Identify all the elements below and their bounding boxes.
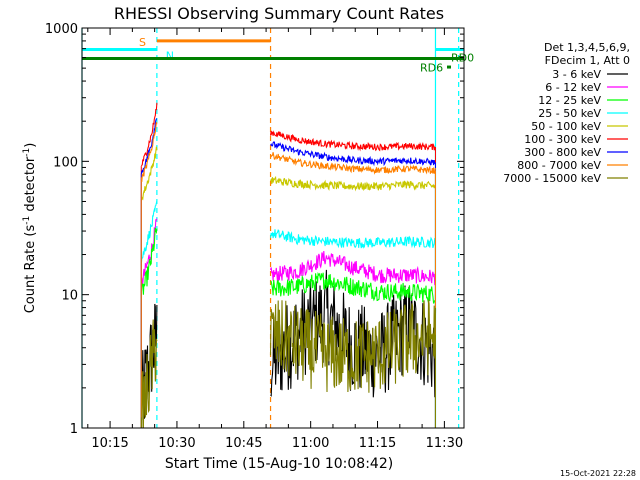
x-tick-label: 11:15 [359, 436, 396, 451]
legend-label: 12 - 25 keV [538, 94, 601, 107]
series-line-rise [141, 319, 158, 429]
flag-marker [447, 65, 451, 69]
y-axis-label-main: Count Rate (s [23, 225, 38, 314]
legend-label: 25 - 50 keV [538, 107, 601, 120]
y-tick-label: 1000 [45, 22, 78, 37]
legend-label: 100 - 300 keV [524, 133, 601, 146]
y-axis-label-mid: detector [23, 156, 38, 216]
series-line-rise [140, 218, 158, 288]
legend-title-line-2: FDecim 1, Att 0 [545, 54, 630, 67]
series-line-rise [140, 122, 158, 182]
flag-label: N [166, 49, 174, 62]
series-line-main [269, 250, 437, 286]
y-axis-label: Count Rate (s-1 detector-1) [22, 143, 38, 314]
flag-label-rd6: RD6 [420, 62, 443, 75]
series-line-rise [140, 146, 158, 202]
series-line-main [269, 152, 437, 175]
plot-frame [81, 27, 465, 429]
legend-label: 6 - 12 keV [545, 81, 601, 94]
series-line-main [270, 141, 436, 167]
x-tick-label: 11:00 [292, 436, 329, 451]
y-axis-label-sup1: -1 [22, 216, 32, 225]
series-line-main [269, 229, 437, 249]
footer-date: 15-Oct-2021 22:28 [560, 469, 636, 478]
series-line-rise [140, 200, 158, 265]
y-axis-label-end: ) [23, 143, 38, 148]
legend-label: 3 - 6 keV [552, 68, 601, 81]
x-tick-label: 10:30 [158, 436, 195, 451]
chart-title: RHESSI Observing Summary Count Rates [114, 4, 444, 23]
legend: Det 1,3,4,5,6,9, FDecim 1, Att 0 3 - 6 k… [503, 41, 630, 185]
series-line-main [270, 175, 436, 192]
x-tick-label: 11:30 [426, 436, 463, 451]
series-line-main [269, 299, 437, 393]
series-line-rise [140, 227, 158, 295]
y-axis-label-sup2: -1 [22, 148, 32, 157]
x-tick-label: 10:45 [225, 436, 262, 451]
flag-label: S [139, 36, 146, 49]
series-layer [140, 102, 437, 429]
series-line-rise [140, 118, 157, 175]
series-line-rise [140, 102, 158, 167]
y-tick-label: 100 [53, 155, 78, 170]
x-axis-label: Start Time (15-Aug-10 10:08:42) [165, 456, 393, 472]
legend-title-line-1: Det 1,3,4,5,6,9, [544, 41, 630, 54]
legend-label: 50 - 100 keV [531, 120, 601, 133]
tick-layer: 1 10 100 1000 10:15 10:30 10:45 11:00 11:15 11:30 [45, 22, 464, 451]
series-line-main [270, 271, 436, 304]
legend-label: 7000 - 15000 keV [503, 172, 601, 185]
x-tick-label: 10:15 [91, 436, 128, 451]
series-line-main [269, 130, 437, 152]
y-tick-label: 10 [61, 289, 78, 304]
y-tick-label: 1 [70, 422, 78, 437]
legend-label: 300 - 800 keV [524, 146, 601, 159]
legend-label: 800 - 7000 keV [517, 159, 601, 172]
